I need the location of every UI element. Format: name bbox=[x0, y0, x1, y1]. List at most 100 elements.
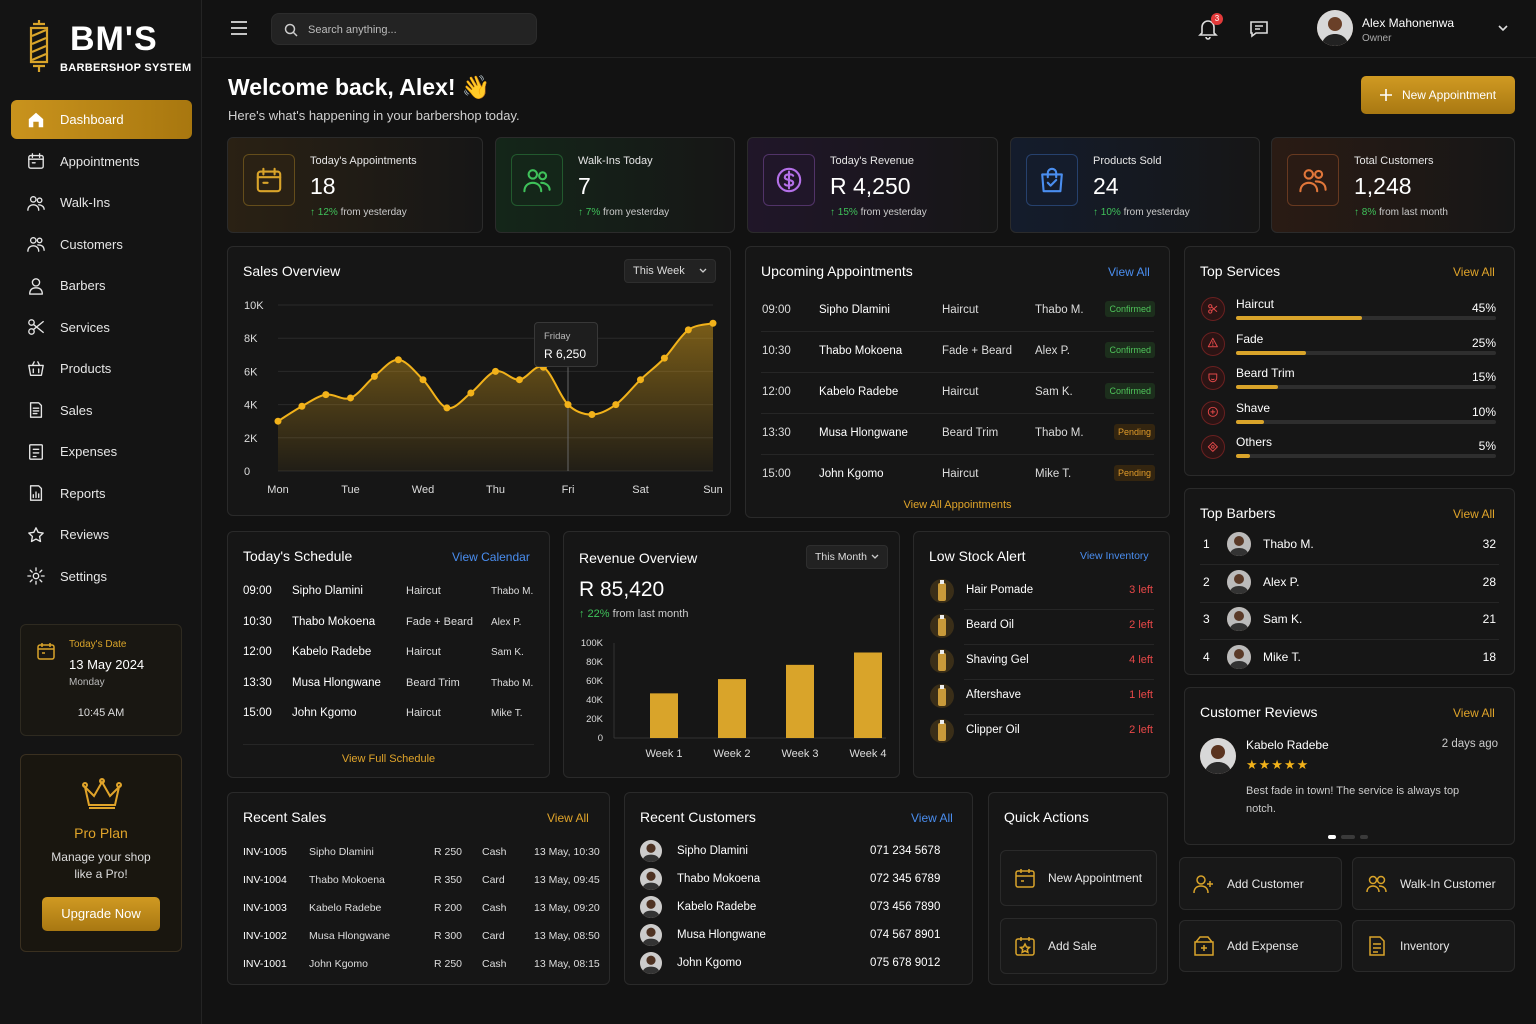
sidebar-item-sales[interactable]: Sales bbox=[11, 391, 192, 430]
barber-row[interactable]: 2 Alex P. 28 bbox=[1185, 569, 1514, 598]
customer-avatar bbox=[640, 896, 662, 918]
barber-row[interactable]: 3 Sam K. 21 bbox=[1185, 607, 1514, 635]
stock-row[interactable]: Hair Pomade 3 left bbox=[914, 579, 1169, 607]
kpi-icon-box bbox=[1026, 154, 1078, 206]
sidebar-item-barbers[interactable]: Barbers bbox=[11, 266, 192, 305]
customer-row[interactable]: John Kgomo 075 678 9012 bbox=[625, 952, 972, 976]
stock-row[interactable]: Beard Oil 2 left bbox=[914, 614, 1169, 642]
bell-icon[interactable] bbox=[1198, 18, 1218, 40]
view-inventory-link[interactable]: View Inventory bbox=[1080, 550, 1149, 562]
top-services-view-all-link[interactable]: View All bbox=[1453, 265, 1495, 279]
revenue-overview-panel: Revenue Overview This Month R 85,420 ↑ 2… bbox=[563, 531, 900, 778]
schedule-service: Beard Trim bbox=[406, 676, 460, 689]
avatar-person-icon bbox=[1227, 532, 1251, 556]
barber-row[interactable]: 1 Thabo M. 32 bbox=[1185, 532, 1514, 560]
appointment-row[interactable]: 15:00 John Kgomo Haircut Mike T. Pending bbox=[746, 463, 1169, 493]
walk-in-customer-button[interactable]: Walk-In Customer bbox=[1352, 857, 1515, 910]
kpi-change-pct: ↑ 10% bbox=[1093, 207, 1121, 218]
customer-row[interactable]: Thabo Mokoena 072 345 6789 bbox=[625, 868, 972, 892]
user-avatar[interactable] bbox=[1317, 10, 1353, 46]
customer-name: Musa Hlongwane bbox=[677, 929, 766, 941]
kpi-card[interactable]: Products Sold 24 ↑ 10% from yesterday bbox=[1010, 137, 1260, 233]
sidebar-item-products[interactable]: Products bbox=[11, 349, 192, 388]
appointment-row[interactable]: 12:00 Kabelo Radebe Haircut Sam K. Confirmed bbox=[746, 381, 1169, 411]
kpi-card[interactable]: Total Customers 1,248 ↑ 8% from last month bbox=[1271, 137, 1515, 233]
kpi-card[interactable]: Walk-Ins Today 7 ↑ 7% from yesterday bbox=[495, 137, 735, 233]
service-row[interactable]: Shave 10% bbox=[1185, 399, 1514, 429]
menu-icon[interactable] bbox=[230, 21, 248, 35]
sale-row[interactable]: INV-1005 Sipho Dlamini R 250 Cash 13 May, 10… bbox=[228, 846, 609, 866]
search-input[interactable] bbox=[308, 20, 528, 40]
service-row[interactable]: Fade 25% bbox=[1185, 330, 1514, 360]
upcoming-view-all-link[interactable]: View All bbox=[1108, 265, 1150, 279]
reviews-view-all-link[interactable]: View All bbox=[1453, 706, 1495, 720]
sale-row[interactable]: INV-1003 Kabelo Radebe R 200 Cash 13 May, 09… bbox=[228, 902, 609, 922]
review-stars: ★★★★★ bbox=[1246, 757, 1310, 772]
sale-row[interactable]: INV-1002 Musa Hlongwane R 300 Card 13 May, 0… bbox=[228, 930, 609, 950]
sidebar-item-settings[interactable]: Settings bbox=[11, 557, 192, 596]
view-all-appointments-link[interactable]: View All Appointments bbox=[903, 499, 1012, 511]
kpi-icon-box bbox=[243, 154, 295, 206]
view-full-schedule-link[interactable]: View Full Schedule bbox=[341, 753, 436, 765]
schedule-row[interactable]: 13:30 Musa Hlongwane Beard Trim Thabo M. bbox=[228, 677, 549, 701]
appt-customer: Musa Hlongwane bbox=[819, 427, 908, 439]
kpi-card[interactable]: Today's Revenue R 4,250 ↑ 15% from yesterd… bbox=[747, 137, 998, 233]
recent-customers-view-all-link[interactable]: View All bbox=[911, 811, 953, 825]
chat-icon[interactable] bbox=[1249, 19, 1269, 39]
sale-date: 13 May, 09:45 bbox=[534, 874, 600, 886]
sidebar-item-walk-ins[interactable]: Walk-Ins bbox=[11, 183, 192, 222]
review-carousel-dots[interactable] bbox=[1328, 826, 1373, 844]
chevron-down-icon[interactable] bbox=[1498, 24, 1508, 32]
appt-time: 15:00 bbox=[762, 468, 791, 480]
service-row[interactable]: Beard Trim 15% bbox=[1185, 364, 1514, 394]
calendar-star-icon bbox=[1015, 937, 1035, 956]
revenue-period-dropdown[interactable]: This Month bbox=[806, 545, 888, 569]
sidebar-item-appointments[interactable]: Appointments bbox=[11, 142, 192, 181]
schedule-service: Haircut bbox=[406, 585, 441, 597]
barber-row[interactable]: 4 Mike T. 18 bbox=[1185, 644, 1514, 673]
x-tick-label: Week 3 bbox=[781, 748, 818, 760]
appointment-row[interactable]: 10:30 Thabo Mokoena Fade + Beard Alex P. Con… bbox=[746, 340, 1169, 370]
customer-row[interactable]: Musa Hlongwane 074 567 8901 bbox=[625, 924, 972, 948]
brand-logo[interactable]: BM'S BARBERSHOP SYSTEM bbox=[22, 18, 192, 78]
view-calendar-link[interactable]: View Calendar bbox=[452, 550, 530, 564]
barber-avatar bbox=[1227, 532, 1251, 556]
barber-count: 32 bbox=[1482, 537, 1496, 551]
quick-new-appointment-button[interactable]: New Appointment bbox=[1000, 850, 1157, 906]
customer-row[interactable]: Sipho Dlamini 071 234 5678 bbox=[625, 840, 972, 864]
appointment-row[interactable]: 09:00 Sipho Dlamini Haircut Thabo M. Confirm… bbox=[746, 299, 1169, 329]
schedule-row[interactable]: 12:00 Kabelo Radebe Haircut Sam K. bbox=[228, 646, 549, 670]
recent-sales-view-all-link[interactable]: View All bbox=[547, 811, 589, 825]
sidebar-item-reviews[interactable]: Reviews bbox=[11, 515, 192, 554]
sidebar-item-reports[interactable]: Reports bbox=[11, 474, 192, 513]
service-row[interactable]: Others 5% bbox=[1185, 433, 1514, 463]
appointment-row[interactable]: 13:30 Musa Hlongwane Beard Trim Thabo M. Pen… bbox=[746, 422, 1169, 452]
stock-row[interactable]: Aftershave 1 left bbox=[914, 684, 1169, 712]
revenue-period-value: This Month bbox=[815, 551, 867, 563]
top-barbers-view-all-link[interactable]: View All bbox=[1453, 507, 1495, 521]
sidebar-item-dashboard[interactable]: Dashboard bbox=[11, 100, 192, 139]
new-appointment-button[interactable]: New Appointment bbox=[1361, 76, 1515, 114]
customer-row[interactable]: Kabelo Radebe 073 456 7890 bbox=[625, 896, 972, 920]
sidebar-item-customers[interactable]: Customers bbox=[11, 225, 192, 264]
stock-row[interactable]: Shaving Gel 4 left bbox=[914, 649, 1169, 677]
customer-avatar bbox=[640, 840, 662, 862]
schedule-row[interactable]: 10:30 Thabo Mokoena Fade + Beard Alex P. bbox=[228, 616, 549, 640]
inventory-button[interactable]: Inventory bbox=[1352, 920, 1515, 972]
quick-add-sale-button[interactable]: Add Sale bbox=[1000, 918, 1157, 974]
gear-icon bbox=[27, 567, 45, 585]
stock-row[interactable]: Clipper Oil 2 left bbox=[914, 719, 1169, 747]
schedule-row[interactable]: 09:00 Sipho Dlamini Haircut Thabo M. bbox=[228, 585, 549, 609]
sidebar-item-services[interactable]: Services bbox=[11, 308, 192, 347]
sales-point bbox=[443, 404, 451, 412]
sidebar-item-expenses[interactable]: Expenses bbox=[11, 432, 192, 471]
schedule-row[interactable]: 15:00 John Kgomo Haircut Mike T. bbox=[228, 707, 549, 731]
sales-period-dropdown[interactable]: This Week bbox=[624, 259, 716, 283]
sale-row[interactable]: INV-1001 John Kgomo R 250 Cash 13 May, 08:15 bbox=[228, 958, 609, 978]
service-row[interactable]: Haircut 45% bbox=[1185, 295, 1514, 325]
add-expense-button[interactable]: Add Expense bbox=[1179, 920, 1342, 972]
add-customer-button[interactable]: Add Customer bbox=[1179, 857, 1342, 910]
kpi-card[interactable]: Today's Appointments 18 ↑ 12% from yesterd… bbox=[227, 137, 483, 233]
upgrade-now-button[interactable]: Upgrade Now bbox=[42, 897, 160, 931]
sale-row[interactable]: INV-1004 Thabo Mokoena R 350 Card 13 May, 09… bbox=[228, 874, 609, 894]
